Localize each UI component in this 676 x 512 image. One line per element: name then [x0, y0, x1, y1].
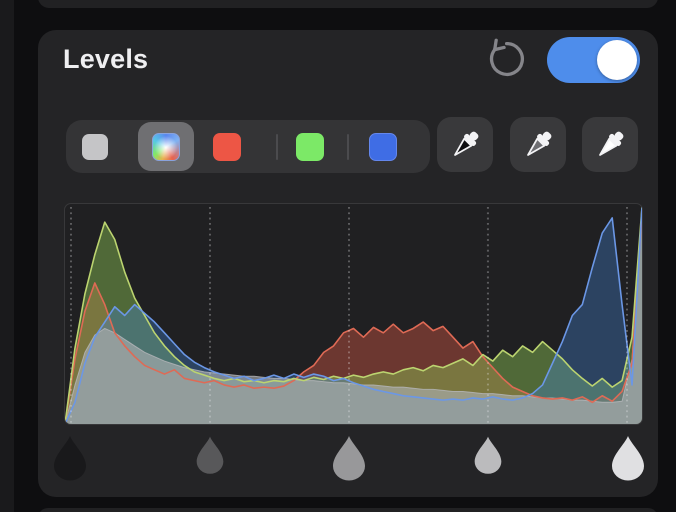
separator — [347, 133, 349, 160]
canvas-edge — [0, 0, 14, 512]
droplet-icon — [54, 436, 87, 481]
rgb-gradient-swatch — [152, 132, 180, 161]
droplet-icon — [196, 436, 223, 474]
levels-enabled-toggle[interactable] — [547, 37, 640, 83]
channel-blue-swatch[interactable] — [369, 132, 397, 161]
eyedropper-icon — [454, 131, 479, 156]
droplet-icon — [332, 436, 365, 481]
reset-arrow-icon — [489, 38, 524, 77]
three-quarter-tone-handle[interactable] — [473, 435, 503, 475]
channel-green-swatch[interactable] — [296, 132, 324, 161]
next-panel-partial — [38, 508, 658, 512]
reset-button[interactable] — [484, 37, 530, 83]
channel-red-swatch[interactable] — [213, 132, 241, 161]
midtone-eyedropper-button[interactable] — [510, 117, 566, 172]
droplet-icon — [611, 436, 644, 481]
toggle-knob — [597, 40, 637, 80]
rgb-histogram — [64, 203, 643, 425]
droplet-icon — [475, 436, 502, 474]
quarter-tone-handle[interactable] — [195, 435, 225, 475]
previous-panel-partial — [38, 0, 658, 8]
black-point-handle[interactable] — [52, 435, 88, 481]
channel-selector — [66, 120, 430, 173]
eyedropper-icon — [599, 131, 624, 156]
white-point-handle[interactable] — [610, 435, 646, 481]
channel-rgb-selected[interactable] — [138, 122, 194, 171]
separator — [276, 133, 278, 160]
eyedropper-icon — [527, 131, 552, 156]
midtone-handle[interactable] — [331, 435, 367, 481]
white-point-eyedropper-button[interactable] — [582, 117, 638, 172]
black-point-eyedropper-button[interactable] — [437, 117, 493, 172]
channel-gray-swatch[interactable] — [82, 133, 108, 160]
histogram-chart — [65, 206, 642, 424]
page-title: Levels — [63, 44, 149, 74]
